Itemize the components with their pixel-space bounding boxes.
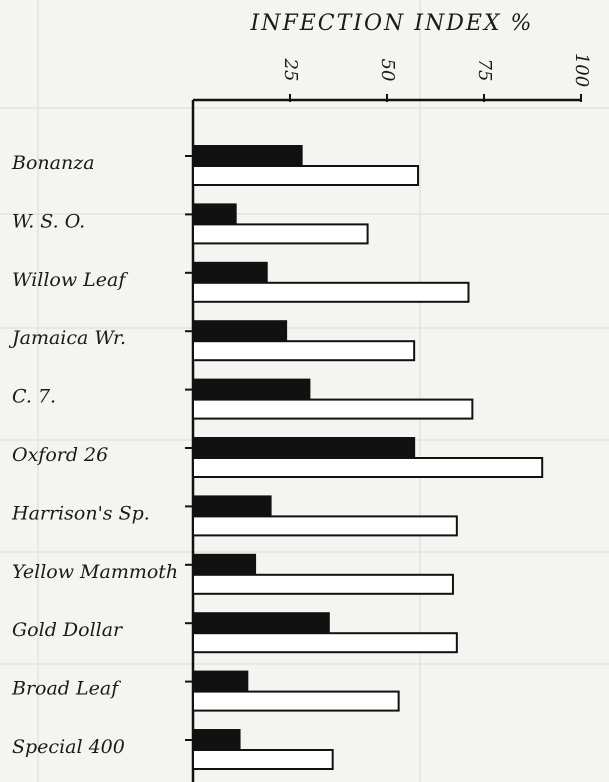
category-label-gold-dollar: Gold Dollar xyxy=(12,619,124,641)
bar-harrison-s-sp-series-2 xyxy=(192,515,458,537)
category-label-yellow-mammoth: Yellow Mammoth xyxy=(12,561,178,583)
bar-special-400-series-2 xyxy=(192,749,334,770)
x-tick-label-50: 50 xyxy=(377,59,398,82)
bar-w-s-o-series-1 xyxy=(192,203,237,225)
bar-yellow-mammoth-series-1 xyxy=(192,553,257,575)
bar-c-7-series-2 xyxy=(192,398,474,420)
category-label-w-s-o: W. S. O. xyxy=(12,210,85,232)
bar-jamaica-wr-series-2 xyxy=(192,340,416,362)
bar-yellow-mammoth-series-2 xyxy=(192,573,454,595)
category-label-bonanza: Bonanza xyxy=(11,152,95,174)
category-label-c-7: C. 7. xyxy=(12,386,56,408)
category-label-willow-leaf: Willow Leaf xyxy=(12,269,128,291)
bar-bonanza-series-2 xyxy=(192,165,420,186)
bar-c-7-series-1 xyxy=(192,378,311,400)
bar-broad-leaf-series-2 xyxy=(192,690,400,712)
bar-w-s-o-series-2 xyxy=(192,223,369,245)
category-label-oxford-26: Oxford 26 xyxy=(12,444,108,466)
bar-bonanza-series-1 xyxy=(192,145,303,166)
x-tick-label-75: 75 xyxy=(474,59,495,82)
category-label-special-400: Special 400 xyxy=(12,736,125,758)
category-label-broad-leaf: Broad Leaf xyxy=(11,678,121,700)
category-label-harrison-s-sp: Harrison's Sp. xyxy=(11,502,150,524)
bar-special-400-series-1 xyxy=(192,729,241,750)
category-label-jamaica-wr: Jamaica Wr. xyxy=(8,327,126,349)
bar-willow-leaf-series-2 xyxy=(192,281,470,303)
bar-broad-leaf-series-1 xyxy=(192,670,249,692)
bar-jamaica-wr-series-1 xyxy=(192,320,288,342)
x-tick-label-25: 25 xyxy=(280,58,301,82)
bar-willow-leaf-series-1 xyxy=(192,261,268,283)
chart-title: INFECTION INDEX % xyxy=(250,11,534,36)
bar-oxford-26-series-2 xyxy=(192,457,544,478)
bar-gold-dollar-series-1 xyxy=(192,612,330,634)
bar-harrison-s-sp-series-1 xyxy=(192,495,272,517)
x-tick-label-100: 100 xyxy=(571,53,592,87)
bar-gold-dollar-series-2 xyxy=(192,632,458,654)
bar-oxford-26-series-1 xyxy=(192,437,416,458)
